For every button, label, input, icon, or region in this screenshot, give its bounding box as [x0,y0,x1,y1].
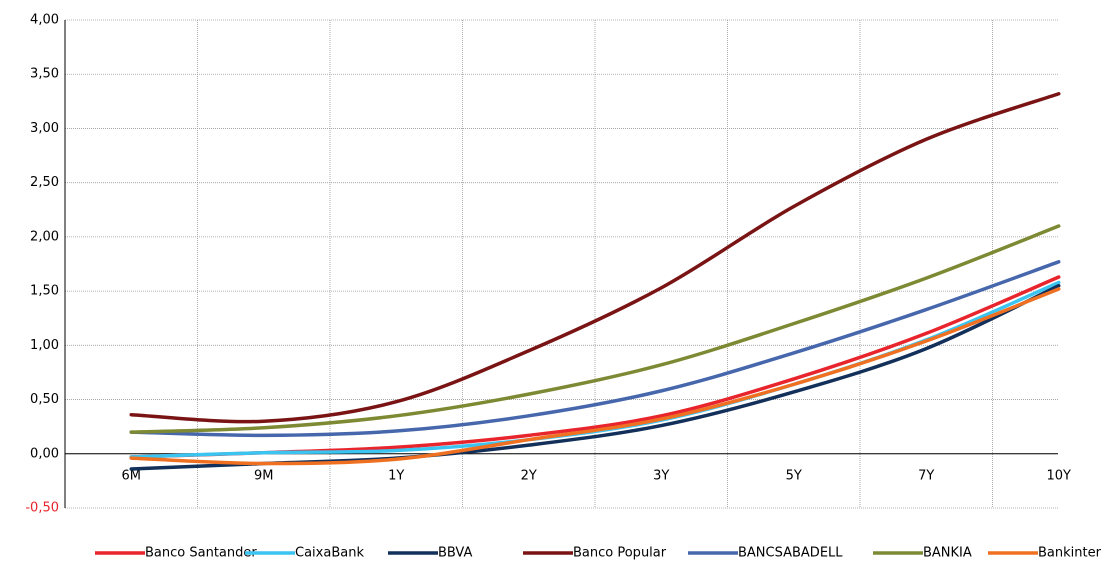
y-tick-label: 2,00 [30,229,59,244]
y-tick-label: -0,50 [25,501,59,516]
x-tick-label: 1Y [388,468,404,483]
x-tick-label: 9M [254,468,274,483]
x-tick-label: 3Y [653,468,669,483]
series-line [129,224,1061,434]
y-tick-label: 0,50 [30,392,59,407]
x-tick-label: 5Y [786,468,802,483]
x-tick-label: 7Y [918,468,934,483]
y-tick-label: 0,00 [30,446,59,461]
series-line [129,287,1061,466]
legend-label: Bankinter [1038,546,1102,561]
x-tick-label: 10Y [1047,468,1072,483]
y-tick-label: 2,50 [30,175,59,190]
legend-label: BBVA [438,546,472,561]
x-tick-label: 6M [122,468,142,483]
series-line [129,91,1061,424]
x-tick-label: 2Y [521,468,537,483]
legend-label: CaixaBank [295,546,364,561]
y-tick-label: 1,50 [30,284,59,299]
legend-label: BANCSABADELL [738,546,843,561]
y-tick-label: 3,00 [30,121,59,136]
legend-label: BANKIA [923,546,972,561]
legend-label: Banco Santander [145,546,257,561]
legend-label: Banco Popular [573,546,667,561]
series-line [129,260,1061,438]
y-tick-label: 3,50 [30,67,59,82]
y-tick-label: 1,00 [30,338,59,353]
y-tick-label: 4,00 [30,13,59,28]
